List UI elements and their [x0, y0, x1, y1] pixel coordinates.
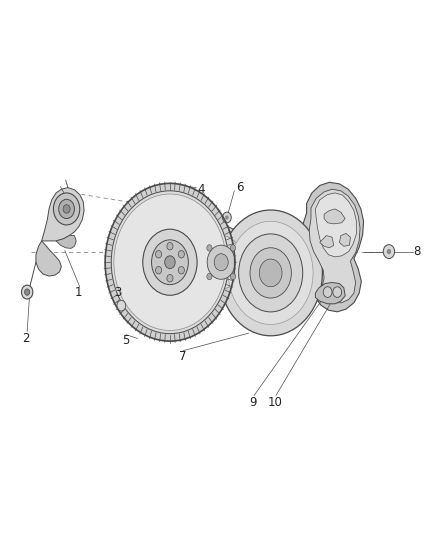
Circle shape: [219, 210, 322, 336]
Circle shape: [59, 199, 74, 219]
Text: 6: 6: [236, 181, 244, 194]
Text: 10: 10: [268, 396, 283, 409]
Circle shape: [53, 193, 80, 225]
Circle shape: [250, 248, 291, 298]
Circle shape: [63, 205, 70, 213]
Polygon shape: [324, 209, 345, 224]
Polygon shape: [339, 233, 350, 246]
Circle shape: [259, 259, 282, 287]
Circle shape: [105, 183, 235, 341]
Circle shape: [214, 254, 228, 271]
Polygon shape: [320, 236, 334, 248]
Circle shape: [207, 273, 212, 280]
Circle shape: [25, 289, 30, 295]
Polygon shape: [56, 236, 76, 248]
Circle shape: [207, 245, 212, 251]
Circle shape: [207, 245, 235, 279]
Text: 7: 7: [179, 350, 187, 362]
Circle shape: [114, 194, 226, 330]
Text: 1: 1: [74, 286, 82, 298]
Circle shape: [191, 226, 251, 298]
Polygon shape: [309, 189, 360, 303]
Circle shape: [155, 251, 162, 258]
Circle shape: [223, 212, 231, 223]
Text: 9: 9: [249, 396, 257, 409]
Polygon shape: [36, 241, 61, 276]
Circle shape: [228, 221, 313, 325]
Polygon shape: [301, 182, 364, 312]
Circle shape: [178, 266, 184, 274]
Polygon shape: [42, 188, 84, 241]
Circle shape: [239, 234, 303, 312]
Circle shape: [230, 273, 236, 280]
Circle shape: [383, 245, 395, 259]
Text: 8: 8: [413, 245, 420, 258]
Circle shape: [167, 274, 173, 282]
Text: 5: 5: [123, 334, 130, 346]
Circle shape: [178, 251, 184, 258]
Circle shape: [165, 256, 175, 269]
Circle shape: [167, 243, 173, 250]
Circle shape: [117, 300, 126, 311]
Polygon shape: [315, 193, 357, 257]
Circle shape: [387, 249, 391, 254]
Circle shape: [111, 191, 229, 334]
Circle shape: [155, 266, 162, 274]
Circle shape: [199, 236, 243, 289]
Circle shape: [230, 245, 236, 251]
Text: 3: 3: [114, 286, 121, 298]
Polygon shape: [315, 282, 345, 304]
Text: 2: 2: [21, 332, 29, 345]
Text: 4: 4: [198, 183, 205, 196]
Circle shape: [143, 229, 197, 295]
Circle shape: [21, 285, 33, 299]
Circle shape: [225, 215, 229, 220]
Circle shape: [323, 287, 332, 297]
Circle shape: [152, 240, 188, 285]
Circle shape: [333, 287, 342, 297]
